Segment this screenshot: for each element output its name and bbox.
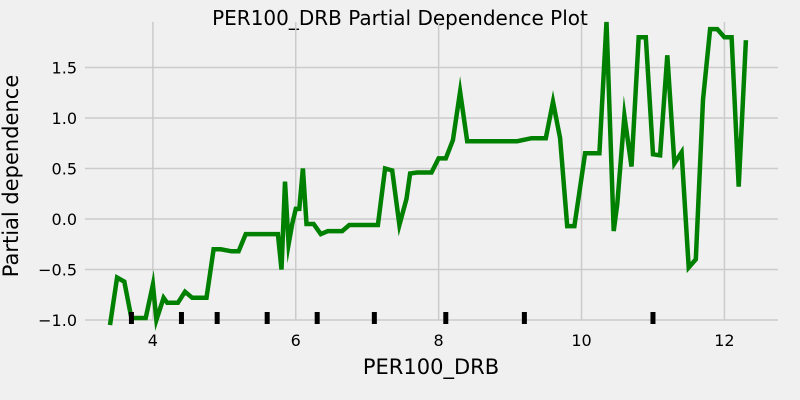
rug-mark [371,312,377,324]
series-line [107,21,749,331]
x-tick-label: 12 [714,331,734,350]
rug-mark [521,312,527,324]
rug-mark [264,312,270,324]
y-tick-labels: −1.0 −0.5 0.0 0.5 1.0 1.5 [38,58,77,330]
y-tick-label: −1.0 [38,311,77,330]
rug-mark [214,312,220,324]
x-tick-label: 10 [571,331,591,350]
rug-mark [650,312,656,324]
y-axis-title: Partial dependence [0,75,23,278]
y-tick-label: 0.5 [52,159,77,178]
chart-title: PER100_DRB Partial Dependence Plot [212,6,588,30]
rug-mark [443,312,449,324]
x-axis-title: PER100_DRB [363,355,499,380]
x-tick-labels: 4 6 8 10 12 [148,331,735,350]
rug-mark [178,312,184,324]
y-tick-label: 1.5 [52,58,77,77]
rug-mark [128,312,134,324]
x-tick-label: 4 [148,331,158,350]
y-tick-label: 0.0 [52,210,77,229]
x-tick-label: 8 [434,331,444,350]
line-layer [107,21,749,331]
rug-layer [128,312,656,324]
y-tick-label: −0.5 [38,260,77,279]
x-tick-label: 6 [291,331,301,350]
y-tick-label: 1.0 [52,109,77,128]
rug-mark [314,312,320,324]
